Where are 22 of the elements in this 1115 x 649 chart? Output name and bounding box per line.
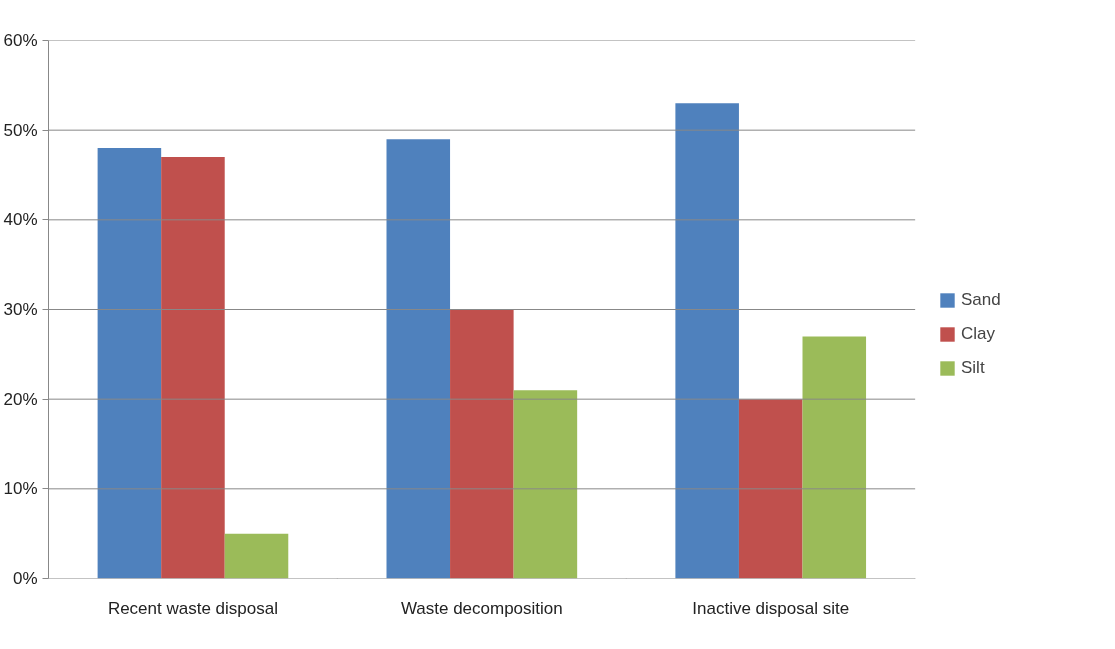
y-tick-label: 0% (12, 569, 38, 588)
bar (224, 533, 289, 579)
legend-label: Sand (961, 290, 1001, 310)
legend-label: Silt (961, 358, 985, 378)
bar (802, 336, 867, 579)
y-tick-label: 60% (3, 31, 38, 50)
y-tick-label: 40% (3, 210, 38, 230)
x-tick-label: Waste decomposition (400, 598, 563, 618)
y-tick-label: 10% (3, 479, 38, 499)
legend-label: Clay (961, 324, 996, 344)
y-tick-label: 50% (3, 120, 38, 140)
bar (450, 309, 514, 579)
bar (97, 148, 162, 579)
y-tick-label: 30% (3, 300, 38, 319)
bar (675, 103, 739, 579)
bar (161, 157, 225, 579)
x-tick-label: Inactive disposal site (692, 598, 850, 618)
bar (386, 139, 451, 579)
bar (513, 390, 578, 579)
x-tick-label: Recent waste disposal (107, 598, 278, 618)
bar (738, 399, 803, 579)
y-tick-label: 20% (3, 389, 38, 409)
